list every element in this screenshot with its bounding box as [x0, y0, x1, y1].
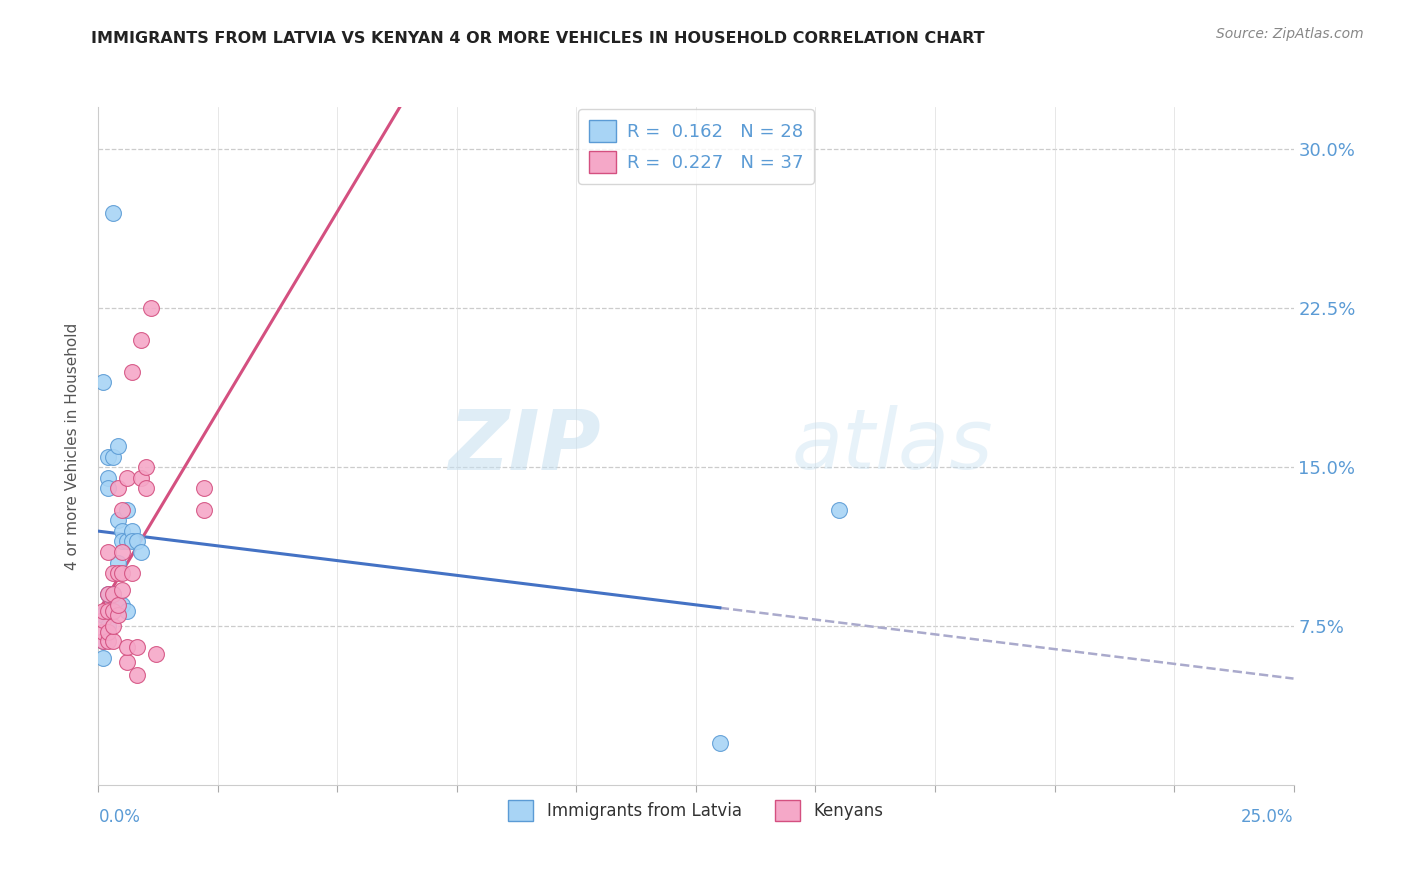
Point: [135, 482, 157, 496]
Point: [131, 545, 153, 559]
Point: [193, 502, 215, 516]
Point: [91, 604, 114, 618]
Point: [97, 471, 120, 485]
Text: atlas: atlas: [792, 406, 993, 486]
Point: [111, 524, 134, 538]
Text: IMMIGRANTS FROM LATVIA VS KENYAN 4 OR MORE VEHICLES IN HOUSEHOLD CORRELATION CHA: IMMIGRANTS FROM LATVIA VS KENYAN 4 OR MO…: [91, 31, 986, 46]
Point: [107, 566, 129, 581]
Text: Source: ZipAtlas.com: Source: ZipAtlas.com: [1216, 27, 1364, 41]
Point: [91, 633, 114, 648]
Point: [131, 333, 153, 347]
Point: [131, 471, 153, 485]
Point: [97, 587, 120, 601]
Point: [125, 667, 148, 681]
Point: [111, 566, 134, 581]
Point: [709, 735, 731, 749]
Point: [107, 482, 129, 496]
Point: [101, 206, 124, 220]
Point: [193, 482, 215, 496]
Point: [101, 450, 124, 464]
Point: [107, 513, 129, 527]
Point: [101, 604, 124, 618]
Point: [91, 633, 114, 648]
Point: [135, 460, 157, 475]
Point: [97, 619, 120, 633]
Point: [101, 587, 124, 601]
Point: [828, 502, 851, 516]
Point: [121, 524, 143, 538]
Point: [101, 566, 124, 581]
Point: [91, 376, 114, 390]
Point: [115, 655, 138, 669]
Point: [91, 625, 114, 640]
Legend: R =  0.162   N = 28, R =  0.227   N = 37: R = 0.162 N = 28, R = 0.227 N = 37: [578, 110, 814, 184]
Point: [115, 640, 138, 655]
Point: [97, 625, 120, 640]
Point: [91, 651, 114, 665]
Point: [97, 587, 120, 601]
Point: [115, 534, 138, 549]
Point: [107, 598, 129, 612]
Point: [121, 566, 143, 581]
Text: 25.0%: 25.0%: [1241, 808, 1294, 826]
Point: [97, 450, 120, 464]
Point: [145, 647, 167, 661]
Y-axis label: 4 or more Vehicles in Household: 4 or more Vehicles in Household: [65, 322, 80, 570]
Point: [111, 545, 134, 559]
Point: [111, 598, 134, 612]
Point: [125, 640, 148, 655]
Point: [101, 587, 124, 601]
Point: [97, 633, 120, 648]
Point: [139, 301, 162, 316]
Point: [115, 502, 138, 516]
Point: [111, 534, 134, 549]
Point: [97, 545, 120, 559]
Point: [91, 613, 114, 627]
Point: [91, 608, 114, 623]
Point: [125, 534, 148, 549]
Point: [121, 534, 143, 549]
Point: [101, 604, 124, 618]
Point: [97, 482, 120, 496]
Text: ZIP: ZIP: [447, 406, 600, 486]
Point: [115, 604, 138, 618]
Point: [121, 365, 143, 379]
Point: [111, 502, 134, 516]
Point: [107, 556, 129, 570]
Point: [101, 633, 124, 648]
Point: [97, 604, 120, 618]
Point: [115, 471, 138, 485]
Point: [101, 619, 124, 633]
Text: 0.0%: 0.0%: [98, 808, 141, 826]
Point: [107, 439, 129, 453]
Point: [107, 608, 129, 623]
Point: [111, 583, 134, 598]
